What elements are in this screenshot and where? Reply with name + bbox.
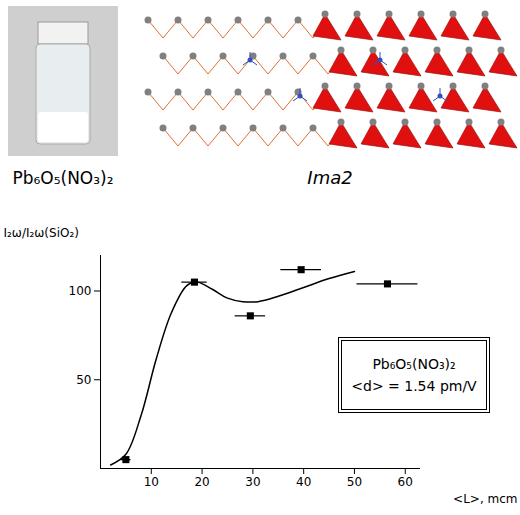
html-text:<d> = 1.54 pm/V: <d> = 1.54 pm/V [351,378,477,394]
svg-text:50: 50 [347,475,362,489]
svg-text:50: 50 [76,373,91,387]
svg-text:Ima2: Ima2 [307,167,352,188]
svg-text:<L>, mcm: <L>, mcm [453,492,517,506]
svg-text:20: 20 [194,475,209,489]
svg-text:Pb₆O₅(NO₃)₂: Pb₆O₅(NO₃)₂ [12,168,113,188]
svg-text:I₂ω/I₂ω(SiO₂): I₂ω/I₂ω(SiO₂) [4,226,79,240]
html-text:Pb₆O₅(NO₃)₂: Pb₆O₅(NO₃)₂ [372,356,456,372]
svg-text:100: 100 [69,284,92,298]
svg-text:10: 10 [144,475,159,489]
svg-text:30: 30 [245,475,260,489]
svg-text:60: 60 [398,475,413,489]
svg-text:40: 40 [296,475,311,489]
